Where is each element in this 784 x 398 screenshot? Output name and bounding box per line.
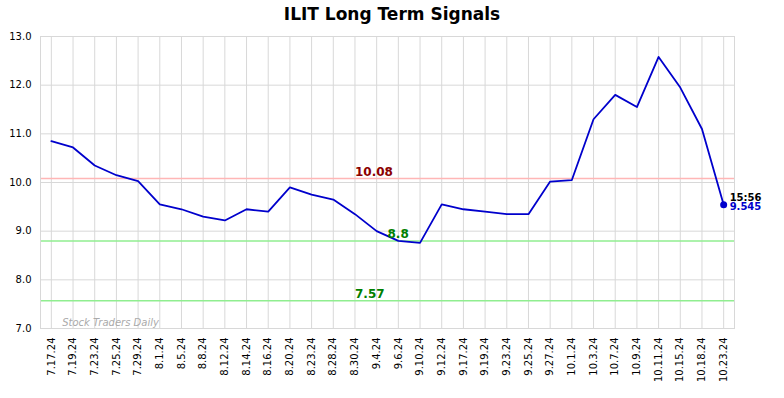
svg-text:9.0: 9.0 [16,225,32,236]
svg-text:9.17.24: 9.17.24 [458,338,469,376]
svg-text:8.23.24: 8.23.24 [306,338,317,376]
svg-text:10.18.24: 10.18.24 [696,338,707,383]
svg-text:10.15.24: 10.15.24 [674,338,685,383]
svg-text:10.7.24: 10.7.24 [609,338,620,376]
svg-text:10.11.24: 10.11.24 [653,338,664,383]
svg-text:8.8.24: 8.8.24 [197,338,208,370]
svg-text:9.25.24: 9.25.24 [523,338,534,376]
svg-text:9.545: 9.545 [730,201,762,212]
svg-text:7.57: 7.57 [355,287,385,301]
html-text:ILIT Long Term Signals: ILIT Long Term Signals [283,4,501,24]
svg-text:10.08: 10.08 [355,165,393,179]
svg-text:9.27.24: 9.27.24 [544,338,555,376]
svg-text:8.0: 8.0 [16,274,32,285]
svg-text:8.16.24: 8.16.24 [262,338,273,376]
svg-text:8.28.24: 8.28.24 [327,338,338,376]
svg-text:8.20.24: 8.20.24 [284,338,295,376]
svg-text:15:56: 15:56 [729,191,762,203]
svg-text:9.4.24: 9.4.24 [371,338,382,370]
svg-text:8.1.24: 8.1.24 [154,338,165,370]
svg-text:12.0: 12.0 [9,79,31,90]
svg-text:10.3.24: 10.3.24 [588,338,599,376]
svg-text:8.8: 8.8 [388,227,409,241]
svg-text:10.1.24: 10.1.24 [566,338,577,376]
svg-text:10.0: 10.0 [9,177,31,188]
svg-text:8.12.24: 8.12.24 [219,338,230,376]
svg-text:13.0: 13.0 [9,31,31,42]
svg-text:10.23.24: 10.23.24 [718,338,729,383]
svg-text:8.30.24: 8.30.24 [349,338,360,376]
svg-text:8.5.24: 8.5.24 [176,338,187,370]
svg-text:7.29.24: 7.29.24 [132,338,143,376]
svg-text:9.23.24: 9.23.24 [501,338,512,376]
svg-text:9.12.24: 9.12.24 [436,338,447,376]
svg-text:10.9.24: 10.9.24 [631,338,642,376]
svg-text:Stock Traders Daily: Stock Traders Daily [62,317,160,328]
svg-text:9.10.24: 9.10.24 [414,338,425,376]
svg-text:7.0: 7.0 [16,323,32,334]
svg-text:8.14.24: 8.14.24 [241,338,252,376]
svg-text:9.19.24: 9.19.24 [479,338,490,376]
svg-text:9.6.24: 9.6.24 [393,338,404,370]
svg-text:7.25.24: 7.25.24 [111,338,122,376]
svg-text:7.19.24: 7.19.24 [67,338,78,376]
svg-text:7.17.24: 7.17.24 [46,338,57,376]
svg-text:7.23.24: 7.23.24 [89,338,100,376]
svg-text:11.0: 11.0 [9,128,31,139]
